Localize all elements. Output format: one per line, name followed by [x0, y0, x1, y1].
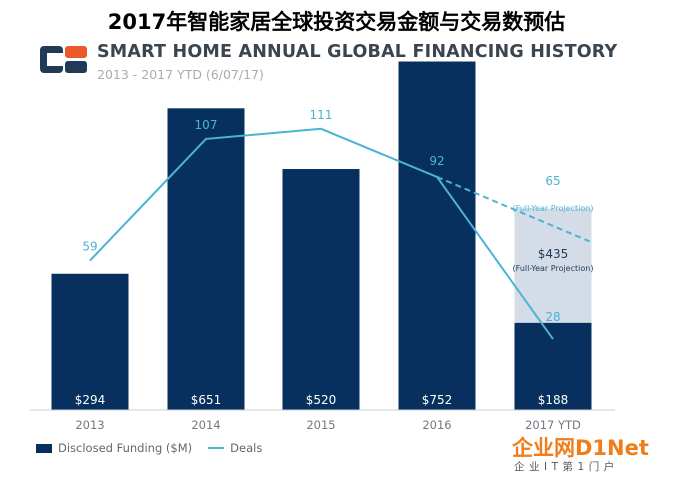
- funding-bar: [398, 61, 476, 410]
- deals-projection-line: [436, 176, 590, 243]
- legend-swatch-deals: [208, 447, 225, 449]
- deals-value-label: 59: [82, 240, 97, 254]
- deals-projection-note: (Full-Year Projection): [513, 204, 594, 213]
- x-tick-label: 2015: [306, 418, 335, 432]
- legend-swatch-funding: [36, 443, 52, 453]
- funding-value-label: $188: [538, 393, 569, 407]
- funding-bar: [51, 273, 129, 410]
- deals-value-label: 107: [195, 118, 218, 132]
- funding-bar: [167, 108, 245, 410]
- funding-projection-note: (Full-Year Projection): [513, 264, 594, 273]
- deals-value-label: 92: [429, 154, 444, 168]
- funding-bar: [282, 169, 360, 410]
- x-tick-label: 2017 YTD: [525, 418, 581, 432]
- deals-line: [89, 127, 554, 340]
- funding-value-label: $752: [422, 393, 453, 407]
- chart-title: SMART HOME ANNUAL GLOBAL FINANCING HISTO…: [97, 42, 618, 62]
- watermark-text: 企业网D1Net: [512, 436, 649, 460]
- chart-subtitle: 2013 - 2017 YTD (6/07/17): [97, 67, 264, 82]
- legend-label-funding: Disclosed Funding ($M): [58, 441, 193, 455]
- legend: Disclosed Funding ($M) Deals: [36, 441, 262, 455]
- funding-value-label: $294: [75, 393, 106, 407]
- deals-value-label: 111: [310, 108, 333, 122]
- deals-value-label: 28: [545, 310, 560, 324]
- x-tick-label: 2013: [75, 418, 104, 432]
- funding-value-label: $520: [306, 393, 337, 407]
- deals-projection-label: 65: [545, 174, 560, 188]
- legend-label-deals: Deals: [230, 441, 263, 455]
- watermark: 企业网D1Net 企业IT第1门户: [510, 432, 670, 476]
- brand-logo-icon: [40, 44, 88, 78]
- x-tick-label: 2014: [191, 418, 220, 432]
- funding-value-label: $651: [191, 393, 222, 407]
- page-title: 2017年智能家居全球投资交易金额与交易数预估: [107, 10, 566, 34]
- funding-projection-label: $435: [538, 247, 569, 261]
- x-tick-label: 2016: [422, 418, 451, 432]
- watermark-sub: 企业IT第1门户: [514, 461, 619, 473]
